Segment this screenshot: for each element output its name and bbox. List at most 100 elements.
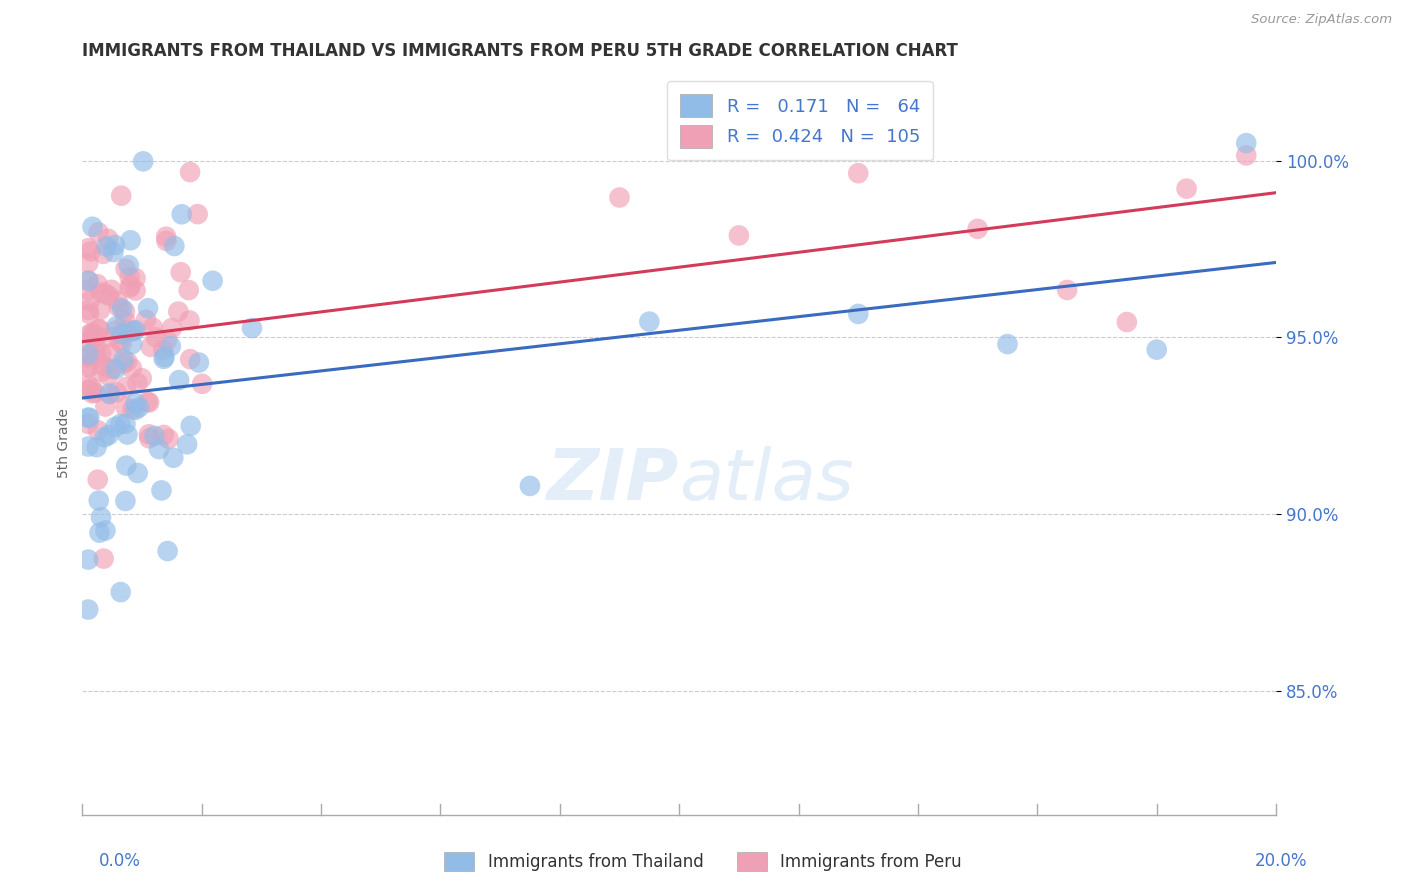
Point xyxy=(846,307,869,321)
Point xyxy=(77,361,100,376)
Point xyxy=(77,359,100,374)
Point xyxy=(519,479,541,493)
Point xyxy=(112,356,135,370)
Point xyxy=(77,602,100,616)
Point xyxy=(90,346,112,360)
Point xyxy=(846,166,869,180)
Point xyxy=(111,301,134,316)
Point xyxy=(77,303,100,318)
Point xyxy=(120,278,142,293)
Point xyxy=(105,385,128,400)
Point xyxy=(153,350,176,364)
Point xyxy=(115,380,138,394)
Point xyxy=(89,525,111,540)
Point xyxy=(138,431,160,445)
Point xyxy=(609,190,631,204)
Point xyxy=(84,385,107,400)
Point xyxy=(135,312,157,326)
Point xyxy=(90,365,112,379)
Point xyxy=(121,337,143,351)
Point xyxy=(100,387,122,401)
Point xyxy=(104,238,127,252)
Point xyxy=(82,327,104,342)
Point xyxy=(157,432,180,446)
Legend: R =   0.171   N =   64, R =  0.424   N =  105: R = 0.171 N = 64, R = 0.424 N = 105 xyxy=(668,81,932,161)
Point xyxy=(77,351,100,365)
Point xyxy=(79,293,101,308)
Point xyxy=(86,329,108,343)
Point xyxy=(115,354,138,368)
Point xyxy=(100,346,122,360)
Point xyxy=(108,301,131,315)
Point xyxy=(89,285,111,300)
Point xyxy=(155,229,177,244)
Point xyxy=(77,347,100,361)
Point xyxy=(118,281,141,295)
Point xyxy=(77,410,100,425)
Point xyxy=(104,362,127,376)
Point xyxy=(142,320,165,334)
Point xyxy=(167,304,190,318)
Point xyxy=(121,324,143,338)
Point xyxy=(131,371,153,385)
Point xyxy=(728,228,751,243)
Point xyxy=(179,352,201,367)
Point xyxy=(77,241,100,255)
Point xyxy=(100,283,122,297)
Point xyxy=(97,428,120,442)
Point xyxy=(86,277,108,292)
Y-axis label: 5th Grade: 5th Grade xyxy=(58,409,72,478)
Point xyxy=(187,207,209,221)
Point xyxy=(79,326,101,341)
Point xyxy=(1234,136,1257,150)
Point xyxy=(966,222,988,236)
Text: 20.0%: 20.0% xyxy=(1256,852,1308,870)
Point xyxy=(79,244,101,259)
Point xyxy=(124,284,146,298)
Point xyxy=(132,154,155,169)
Point xyxy=(177,283,200,297)
Point xyxy=(122,324,145,338)
Point xyxy=(187,355,209,369)
Point xyxy=(152,343,174,357)
Point xyxy=(114,400,136,414)
Point xyxy=(91,247,114,261)
Point xyxy=(94,524,117,538)
Point xyxy=(180,418,202,433)
Point xyxy=(150,483,173,498)
Point xyxy=(115,458,138,473)
Legend: Immigrants from Thailand, Immigrants from Peru: Immigrants from Thailand, Immigrants fro… xyxy=(436,843,970,880)
Point xyxy=(191,376,214,391)
Point xyxy=(124,396,146,410)
Point xyxy=(121,402,143,417)
Point xyxy=(110,585,132,599)
Point xyxy=(179,313,201,327)
Point xyxy=(138,427,160,442)
Point xyxy=(124,323,146,337)
Point xyxy=(77,417,100,431)
Point xyxy=(136,301,159,316)
Point xyxy=(156,544,179,558)
Point xyxy=(97,232,120,246)
Point xyxy=(170,265,193,279)
Point xyxy=(114,417,136,431)
Point xyxy=(1234,148,1257,162)
Point xyxy=(86,440,108,454)
Point xyxy=(155,234,177,248)
Point xyxy=(77,307,100,321)
Point xyxy=(110,188,132,202)
Point xyxy=(96,239,118,253)
Point xyxy=(103,244,125,259)
Point xyxy=(1056,283,1078,297)
Point xyxy=(110,417,132,431)
Point xyxy=(87,493,110,508)
Point xyxy=(87,423,110,437)
Point xyxy=(98,386,121,401)
Point xyxy=(118,258,141,272)
Point xyxy=(124,271,146,285)
Point xyxy=(111,336,134,351)
Point xyxy=(114,304,136,318)
Point xyxy=(1146,343,1168,357)
Point xyxy=(159,339,181,353)
Point xyxy=(87,226,110,240)
